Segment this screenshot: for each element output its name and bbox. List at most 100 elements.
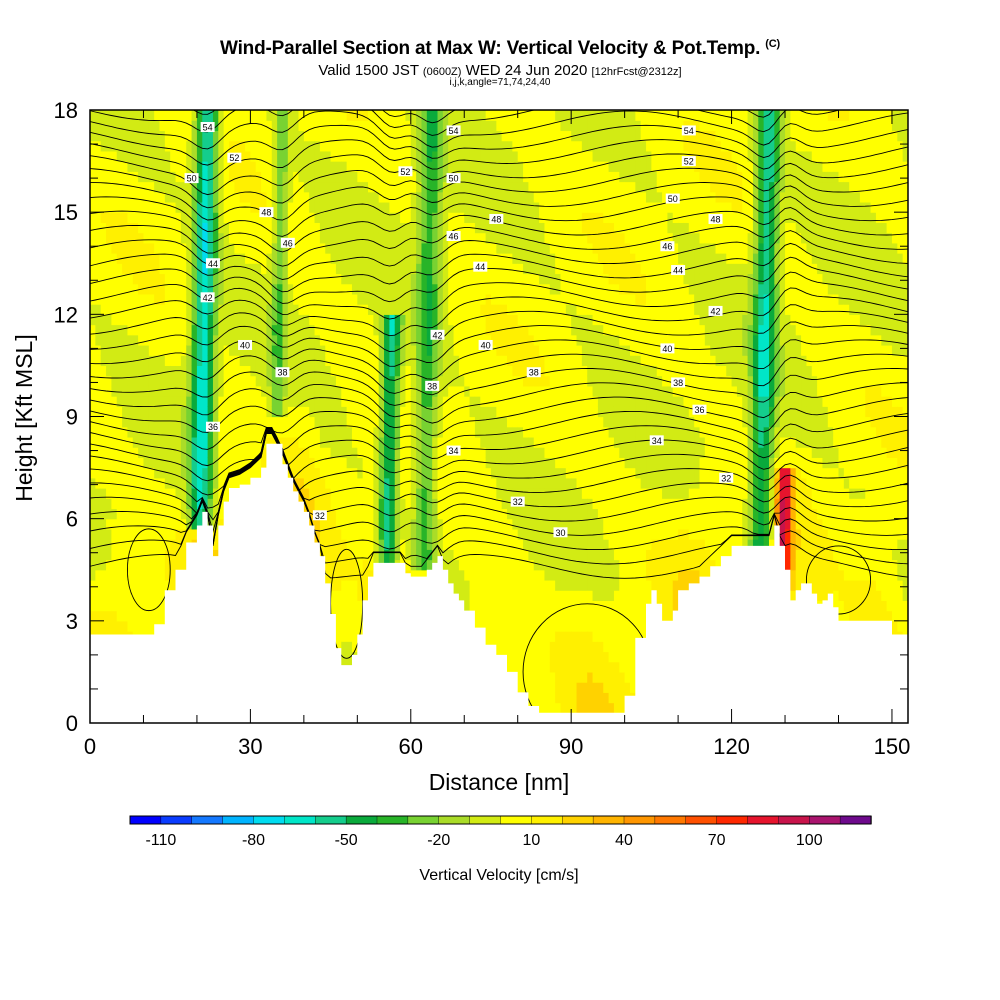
velocity-cell (405, 324, 412, 336)
velocity-cell (314, 406, 321, 418)
velocity-cell (325, 283, 332, 295)
velocity-cell (122, 355, 129, 367)
velocity-cell (111, 253, 118, 264)
velocity-cell (245, 140, 251, 152)
velocity-cell (378, 344, 385, 356)
velocity-cell (351, 140, 358, 152)
velocity-cell (474, 447, 481, 458)
velocity-cell (143, 600, 150, 612)
velocity-cell (271, 334, 278, 346)
velocity-cell (528, 416, 535, 428)
velocity-cell (111, 610, 118, 622)
velocity-cell (298, 385, 305, 397)
velocity-cell (309, 283, 316, 295)
velocity-cell (271, 130, 278, 142)
velocity-cell (421, 171, 428, 183)
velocity-cell (501, 610, 508, 622)
velocity-cell (442, 406, 449, 418)
velocity-cell (143, 518, 150, 530)
velocity-cell (180, 426, 187, 438)
velocity-cell (351, 253, 358, 264)
velocity-cell (351, 457, 358, 469)
velocity-cell (378, 191, 385, 203)
velocity-cell (373, 130, 380, 142)
velocity-cell (170, 508, 177, 520)
velocity-cell (261, 181, 268, 193)
velocity-cell (351, 110, 358, 121)
velocity-cell (416, 447, 423, 458)
velocity-cell (437, 222, 444, 234)
velocity-cell (351, 355, 358, 367)
velocity-cell (111, 212, 118, 223)
velocity-cell (442, 304, 449, 315)
velocity-cell (218, 426, 225, 438)
velocity-cell (154, 365, 161, 377)
velocity-cell (106, 140, 112, 152)
velocity-cell (138, 457, 145, 469)
velocity-cell (111, 559, 118, 571)
velocity-cell (138, 426, 145, 438)
velocity-cell (271, 110, 278, 121)
velocity-cell (362, 498, 369, 510)
velocity-cell (507, 661, 513, 673)
velocity-cell (485, 406, 492, 418)
velocity-cell (517, 324, 524, 336)
velocity-cell (127, 375, 134, 387)
velocity-cell (453, 242, 460, 254)
velocity-cell (170, 253, 177, 264)
velocity-cell (239, 355, 246, 367)
velocity-cell (512, 212, 519, 223)
velocity-cell (111, 242, 118, 254)
velocity-cell (437, 549, 444, 561)
velocity-cell (464, 426, 471, 438)
velocity-cell (464, 171, 471, 183)
velocity-cell (122, 590, 129, 601)
velocity-cell (191, 416, 198, 428)
velocity-cell (175, 253, 182, 264)
velocity-cell (229, 344, 235, 356)
velocity-cell (485, 569, 492, 581)
velocity-cell (453, 283, 460, 295)
velocity-cell (132, 232, 139, 244)
velocity-cell (426, 539, 433, 550)
velocity-cell (314, 150, 321, 162)
velocity-cell (159, 304, 166, 315)
velocity-cell (421, 569, 428, 581)
velocity-cell (191, 161, 198, 172)
velocity-cell (351, 161, 358, 172)
velocity-cell (474, 426, 481, 438)
velocity-cell (368, 314, 374, 326)
velocity-cell (448, 539, 455, 550)
velocity-cell (448, 191, 455, 203)
velocity-cell (448, 467, 455, 479)
velocity-cell (400, 528, 407, 540)
velocity-cell (464, 293, 471, 305)
velocity-cell (480, 222, 487, 234)
velocity-cell (458, 590, 465, 601)
forecast-info: [12hrFcst@2312z] (591, 66, 682, 78)
velocity-cell (528, 324, 535, 336)
velocity-cell (314, 283, 321, 295)
velocity-cell (287, 201, 294, 213)
velocity-cell (132, 590, 139, 601)
velocity-cell (314, 304, 321, 315)
velocity-cell (250, 191, 257, 203)
velocity-cell (400, 518, 407, 530)
velocity-cell (148, 579, 155, 591)
velocity-cell (496, 436, 503, 448)
velocity-cell (517, 191, 524, 203)
velocity-cell (341, 171, 348, 183)
velocity-cell (319, 416, 326, 428)
velocity-cell (442, 539, 449, 550)
velocity-cell (191, 365, 198, 377)
velocity-cell (490, 161, 497, 172)
velocity-cell (533, 631, 540, 642)
velocity-cell (490, 610, 497, 622)
velocity-cell (335, 130, 342, 142)
velocity-cell (512, 579, 519, 591)
velocity-cell (485, 508, 492, 520)
velocity-cell (341, 283, 348, 295)
velocity-cell (116, 150, 123, 162)
velocity-cell (223, 304, 230, 315)
velocity-cell (143, 314, 150, 326)
